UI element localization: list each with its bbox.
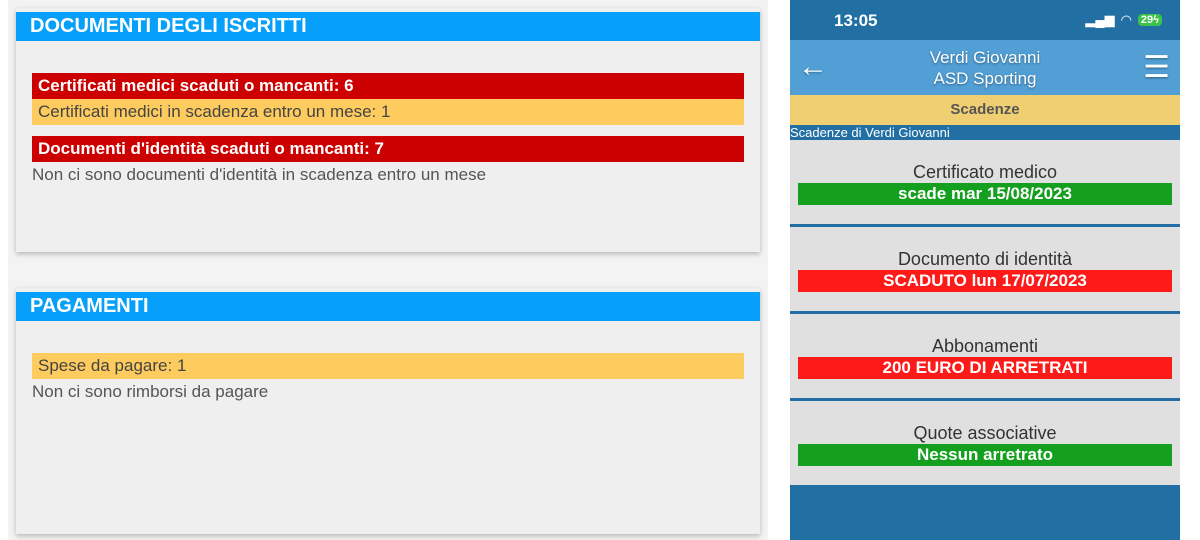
nav-title-club: ASD Sporting: [933, 69, 1037, 88]
status-bar: 13:05 ▂▄▆ ◠ 29ϟ: [790, 0, 1180, 40]
deadline-item[interactable]: Quote associative Nessun arretrato: [790, 401, 1180, 485]
deadline-item[interactable]: Abbonamenti 200 EURO DI ARRETRATI: [790, 314, 1180, 398]
item-status: Nessun arretrato: [798, 444, 1172, 466]
item-status: 200 EURO DI ARRETRATI: [798, 357, 1172, 379]
expired-id-documents[interactable]: Documenti d'identità scaduti o mancanti:…: [32, 136, 744, 162]
nav-bar: ← Verdi Giovanni ASD Sporting ☰: [790, 40, 1180, 95]
deadline-item[interactable]: Documento di identità SCADUTO lun 17/07/…: [790, 227, 1180, 311]
item-status: scade mar 15/08/2023: [798, 183, 1172, 205]
dashboard-panel: DOCUMENTI DEGLI ISCRITTI Certificati med…: [8, 0, 768, 540]
item-label: Quote associative: [913, 423, 1057, 443]
documenti-card: DOCUMENTI DEGLI ISCRITTI Certificati med…: [16, 8, 760, 252]
wifi-icon: ◠: [1120, 12, 1132, 27]
pagamenti-card: PAGAMENTI Spese da pagare: 1 Non ci sono…: [16, 288, 760, 534]
expiring-certificates[interactable]: Certificati medici in scadenza entro un …: [32, 99, 744, 125]
battery-icon: 29ϟ: [1137, 14, 1162, 26]
battery-level: 29: [1140, 14, 1154, 26]
documenti-title: DOCUMENTI DEGLI ISCRITTI: [16, 12, 760, 41]
expiring-id-documents: Non ci sono documenti d'identità in scad…: [32, 165, 487, 184]
nav-title-name: Verdi Giovanni: [929, 48, 1041, 67]
hamburger-menu-icon[interactable]: ☰: [1143, 51, 1170, 84]
refunds-to-pay: Non ci sono rimborsi da pagare: [32, 382, 269, 401]
clock: 13:05: [834, 11, 878, 30]
section-subtitle: Scadenze di Verdi Giovanni: [790, 125, 950, 140]
item-label: Documento di identità: [897, 249, 1073, 269]
item-label: Abbonamenti: [931, 336, 1039, 356]
expired-certificates[interactable]: Certificati medici scaduti o mancanti: 6: [32, 73, 744, 99]
section-header: Scadenze: [790, 95, 1180, 125]
expenses-to-pay[interactable]: Spese da pagare: 1: [32, 353, 744, 379]
pagamenti-title: PAGAMENTI: [16, 292, 760, 321]
phone-screen: 13:05 ▂▄▆ ◠ 29ϟ ← Verdi Giovanni ASD Spo…: [790, 0, 1180, 540]
deadline-item[interactable]: Certificato medico scade mar 15/08/2023: [790, 140, 1180, 224]
back-arrow-icon[interactable]: ←: [798, 50, 828, 83]
signal-icon: ▂▄▆: [1085, 12, 1115, 27]
item-status: SCADUTO lun 17/07/2023: [798, 270, 1172, 292]
item-label: Certificato medico: [912, 162, 1058, 182]
